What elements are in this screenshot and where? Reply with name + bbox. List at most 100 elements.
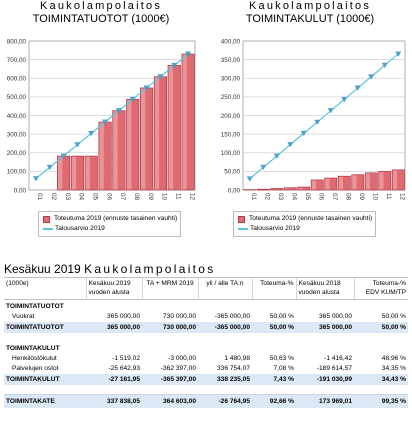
legend-item-actual: Toteutuma 2019 (ennuste tasainen vauhti) <box>43 214 177 224</box>
table-cell: 337 838,05 <box>86 394 142 408</box>
cost-chart-x-tick-label: 09 <box>358 193 365 201</box>
cost-chart-bar-highlight <box>352 175 357 190</box>
cost-chart-budget-marker <box>314 119 321 126</box>
table-header-row: (1000e) Kesäkuu 2019 vuoden alusta TA + MRM… <box>4 277 408 300</box>
revenue-chart-budget-marker <box>115 108 122 114</box>
table-header-cell: TA + MRM 2019 <box>141 277 198 300</box>
cost-chart-budget-marker <box>341 97 348 103</box>
cost-chart-bar-highlight <box>338 176 344 190</box>
table-spacer-row <box>4 333 408 342</box>
revenue-chart-x-tick-label: 02 <box>50 193 57 201</box>
revenue-chart-x-tick-label: 07 <box>119 193 126 201</box>
revenue-chart-x-tick-label: 08 <box>133 193 140 201</box>
cost-chart-x-tick-label: 08 <box>344 193 351 201</box>
table-cell: 730 000,00 <box>142 322 198 333</box>
table-row: Henkilöstökulut -1 519,02 -3 000,00 1 480,9… <box>4 354 408 364</box>
table-cell <box>252 385 296 395</box>
cost-chart-y-tick-label: 300,00 <box>221 76 241 83</box>
table-cell: -189 614,57 <box>316 365 352 372</box>
cost-chart-bar-highlight <box>298 187 303 190</box>
cost-chart-budget-marker <box>368 74 375 80</box>
revenue-chart-x-tick-label: 09 <box>147 193 154 201</box>
cost-chart-bar <box>256 188 270 191</box>
revenue-chart-y-tick-label: 100,00 <box>7 169 27 176</box>
table-spacer-row <box>4 385 408 395</box>
revenue-chart-bar-highlight <box>99 122 104 190</box>
table-cell: 92,66 % <box>252 394 296 408</box>
table-cell: 730 000,00 <box>162 313 196 320</box>
cost-chart-title: Kaukolampolaitos TOIMINTAKULUT (1000€) <box>208 0 412 26</box>
table-cell: -365 000,00 <box>214 313 250 320</box>
revenue-chart-y-tick-label: 0,00 <box>14 187 27 194</box>
revenue-chart-x-tick-label: 05 <box>91 193 98 201</box>
table-cell: 365 000,00 <box>106 313 140 320</box>
table-cell: 50,00 % <box>269 313 294 320</box>
table-cell <box>354 333 408 342</box>
revenue-chart-x-tick-label: 06 <box>105 193 112 201</box>
revenue-chart-x-tick-label: 11 <box>174 193 181 200</box>
table-cell: 365 000,00 <box>318 313 352 320</box>
row-label: TOIMINTAKULUT <box>6 345 60 352</box>
table-header-cell: yli / alle TA:n <box>197 277 252 300</box>
table-cell <box>198 333 252 342</box>
revenue-chart-bar-highlight <box>182 54 187 190</box>
financial-table: (1000e) Kesäkuu 2019 vuoden alusta TA + MRM… <box>4 277 408 408</box>
table-row: TOIMINTAKATE 337 838,05 364 603,00 -26 764,… <box>4 394 408 408</box>
revenue-chart-budget-marker <box>88 130 95 137</box>
legend-bar-swatch <box>238 215 245 223</box>
cost-chart-x-tick-label: 02 <box>263 193 270 201</box>
revenue-chart-title: Kaukolampolaitos TOIMINTATUOTOT (1000€) <box>0 0 202 26</box>
legend-item-actual: Toteutuma 2019 (ennuste tasainen vauhti) <box>238 214 372 224</box>
cost-chart-x-tick-label: 10 <box>371 193 378 201</box>
legend-bar-swatch <box>43 215 50 223</box>
cost-chart-budget-marker <box>327 108 334 114</box>
cost-chart-budget-marker <box>381 62 388 69</box>
table-cell: -1 519,02 <box>112 355 140 362</box>
revenue-chart-x-tick-label: 04 <box>78 193 85 201</box>
table-cell: -27 161,95 <box>86 374 142 385</box>
cost-chart: 0,00 50,00 100,00 150,00 200,00 250,00 300,00 3… <box>221 38 406 201</box>
table-cell: 34,35 % <box>381 365 406 372</box>
table-cell <box>86 385 142 395</box>
table-cell: 50,00 % <box>381 313 406 320</box>
table-cell: 364 603,00 <box>142 394 198 408</box>
table-cell: 365 000,00 <box>86 322 142 333</box>
cost-chart-bar-highlight <box>325 178 330 190</box>
cost-chart-x-tick-label: 05 <box>304 193 311 201</box>
revenue-chart-bar-highlight <box>57 156 63 190</box>
table-cell <box>296 385 354 395</box>
table-cell <box>296 300 354 313</box>
table-header-cell: Kesäkuu 2019 vuoden alusta <box>85 277 142 300</box>
legend-budget-label: Talousarvio 2019 <box>55 225 105 232</box>
cost-chart-budget-marker <box>246 176 253 182</box>
cost-chart-bar <box>324 177 338 191</box>
revenue-chart-budget-marker <box>185 51 192 57</box>
table-cell: 336 754,07 <box>216 365 250 372</box>
table-cell: 48,96 % <box>381 355 406 362</box>
revenue-chart-bar-highlight <box>154 77 160 190</box>
revenue-chart-budget-marker <box>129 96 136 103</box>
table-cell: 50,00 % <box>354 322 408 333</box>
revenue-chart-legend: Toteutuma 2019 (ennuste tasainen vauhti)… <box>38 211 182 237</box>
table-header-cell: Toteuma-% EDV KUM/TP <box>353 277 408 300</box>
table-cell: 1 480,98 <box>224 355 250 362</box>
table-header-cell: (1000e) <box>4 277 86 300</box>
legend-budget-label: Talousarvio 2019 <box>250 225 300 232</box>
table-row: TOIMINTAKULUT -27 161,95 -365 397,00 338 23… <box>4 374 408 385</box>
cost-chart-y-tick-label: 50,00 <box>224 169 240 176</box>
table-cell: -365 000,00 <box>198 322 252 333</box>
table-cell <box>86 333 142 342</box>
table-cell: -25 642,93 <box>108 365 140 372</box>
row-label <box>4 385 86 395</box>
table-cell: 99,35 % <box>354 394 408 408</box>
row-label: Henkilöstökulut <box>12 355 57 362</box>
revenue-chart-x-tick-label: 01 <box>36 193 43 201</box>
table-cell <box>296 333 354 342</box>
row-label: Palvelujen ostot <box>12 365 59 372</box>
legend-line-swatch <box>238 228 248 230</box>
cost-chart-budget-marker <box>287 142 294 148</box>
table-cell: -26 764,95 <box>198 394 252 408</box>
cost-chart-bar-highlight <box>379 171 384 190</box>
cost-chart-x-tick-label: 11 <box>385 193 392 200</box>
cost-chart-bar-highlight <box>311 180 317 190</box>
